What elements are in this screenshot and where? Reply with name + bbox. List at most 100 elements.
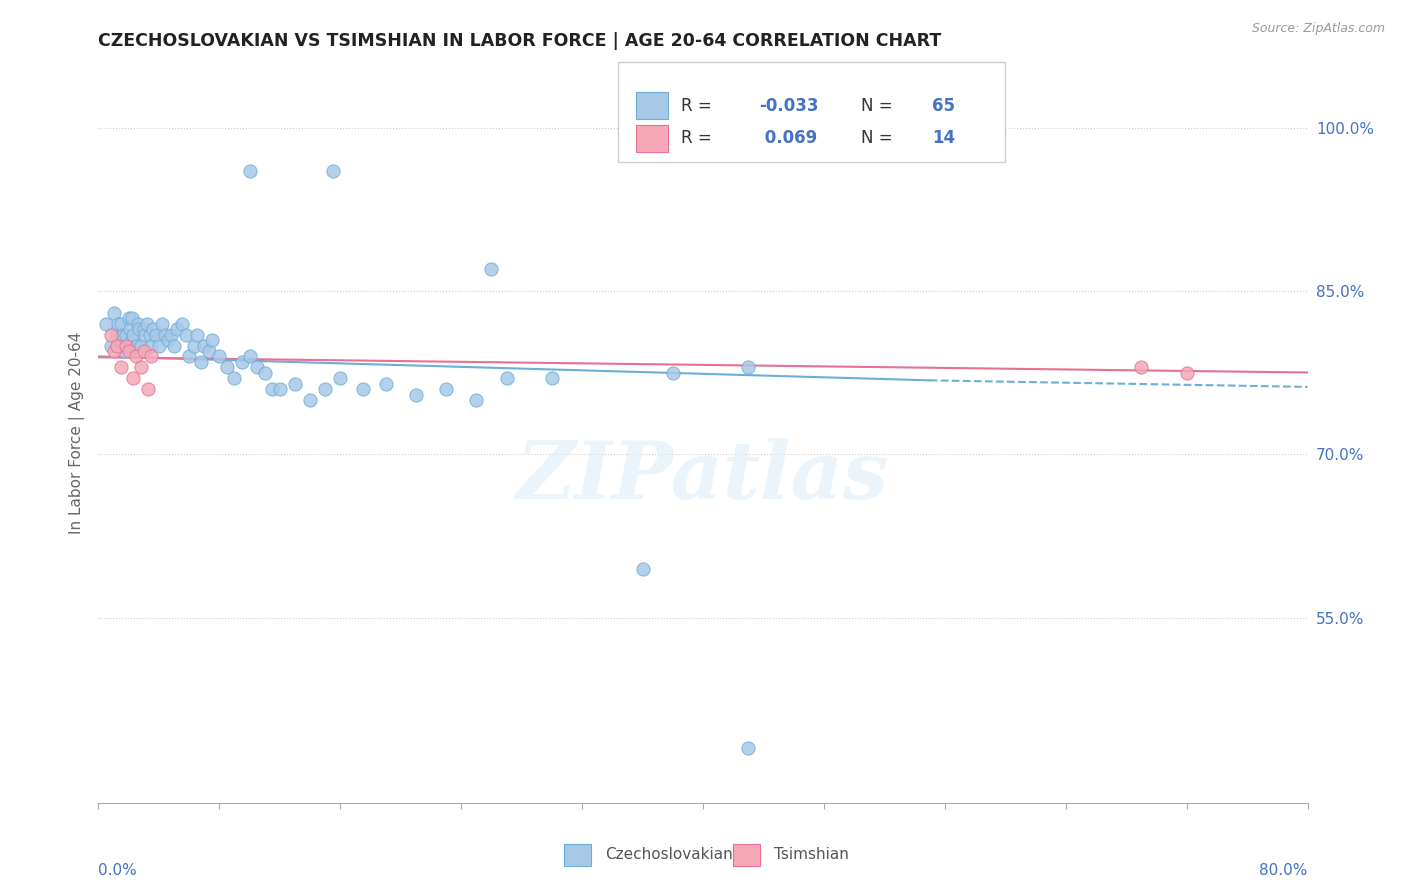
Text: Source: ZipAtlas.com: Source: ZipAtlas.com: [1251, 22, 1385, 36]
Point: [179, 350, 201, 364]
Text: N =: N =: [860, 97, 897, 115]
Point: [148, 338, 170, 352]
Point: [262, 382, 284, 396]
Point: [141, 338, 163, 352]
Point: [156, 333, 179, 347]
Point: [186, 327, 208, 342]
Point: [374, 376, 396, 391]
Point: [135, 317, 157, 331]
Point: [284, 376, 307, 391]
Point: [495, 371, 517, 385]
Point: [631, 562, 654, 576]
Text: 80.0%: 80.0%: [1260, 863, 1308, 878]
Point: [110, 317, 132, 331]
Text: Tsimshian: Tsimshian: [775, 847, 849, 863]
Point: [405, 387, 427, 401]
Point: [103, 343, 125, 358]
Point: [208, 350, 231, 364]
FancyBboxPatch shape: [619, 62, 1005, 162]
Point: [163, 338, 186, 352]
Point: [224, 371, 246, 385]
Point: [128, 322, 150, 336]
Point: [166, 322, 188, 336]
FancyBboxPatch shape: [636, 125, 668, 152]
Point: [299, 392, 322, 407]
Point: [253, 366, 276, 380]
Point: [114, 338, 136, 352]
Point: [107, 317, 129, 331]
Point: [193, 338, 215, 352]
Point: [110, 360, 132, 375]
Point: [103, 306, 125, 320]
Point: [127, 317, 149, 331]
Point: [129, 338, 152, 352]
Point: [352, 382, 374, 396]
Point: [322, 164, 344, 178]
Point: [121, 333, 143, 347]
Text: R =: R =: [681, 129, 717, 147]
Text: 65: 65: [932, 97, 955, 115]
Point: [190, 355, 212, 369]
Point: [118, 311, 141, 326]
Text: 0.069: 0.069: [759, 129, 818, 147]
Point: [120, 322, 142, 336]
Point: [110, 338, 132, 352]
Point: [125, 350, 148, 364]
Point: [136, 382, 159, 396]
Point: [737, 360, 759, 375]
Point: [246, 360, 269, 375]
Point: [153, 327, 176, 342]
Point: [132, 343, 155, 358]
Point: [737, 741, 759, 756]
Point: [132, 322, 155, 336]
Point: [160, 327, 183, 342]
Point: [125, 338, 148, 352]
Y-axis label: In Labor Force | Age 20-64: In Labor Force | Age 20-64: [69, 332, 84, 533]
Text: 14: 14: [932, 129, 955, 147]
Point: [231, 355, 253, 369]
Point: [465, 392, 488, 407]
Point: [150, 317, 173, 331]
Point: [100, 327, 122, 342]
Point: [112, 343, 135, 358]
Point: [661, 366, 683, 380]
Text: ZIPatlas: ZIPatlas: [517, 438, 889, 516]
Point: [134, 327, 156, 342]
FancyBboxPatch shape: [564, 844, 591, 866]
Point: [118, 343, 141, 358]
Text: N =: N =: [860, 129, 897, 147]
FancyBboxPatch shape: [636, 93, 668, 120]
Text: Czechoslovakians: Czechoslovakians: [605, 847, 741, 863]
Point: [481, 262, 503, 277]
Point: [145, 327, 167, 342]
Point: [142, 322, 165, 336]
Point: [215, 360, 238, 375]
Point: [269, 382, 291, 396]
Point: [105, 338, 128, 352]
Point: [174, 327, 197, 342]
Point: [1130, 360, 1153, 375]
Point: [183, 338, 205, 352]
Point: [100, 338, 122, 352]
Point: [201, 333, 224, 347]
Point: [540, 371, 562, 385]
Text: -0.033: -0.033: [759, 97, 818, 115]
Point: [121, 311, 143, 326]
Point: [434, 382, 457, 396]
Point: [170, 317, 193, 331]
Point: [105, 327, 128, 342]
Point: [239, 350, 262, 364]
Text: R =: R =: [681, 97, 717, 115]
Point: [122, 327, 145, 342]
FancyBboxPatch shape: [734, 844, 759, 866]
Point: [239, 164, 262, 178]
Point: [111, 327, 134, 342]
Point: [329, 371, 352, 385]
Point: [139, 327, 162, 342]
Point: [1175, 366, 1198, 380]
Point: [129, 360, 152, 375]
Point: [197, 343, 219, 358]
Point: [94, 317, 117, 331]
Point: [141, 350, 163, 364]
Point: [314, 382, 336, 396]
